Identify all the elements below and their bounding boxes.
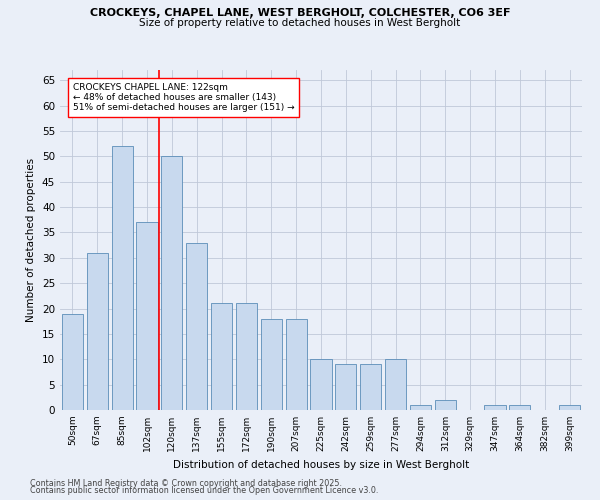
- Bar: [286, 318, 307, 410]
- Bar: [310, 360, 332, 410]
- Bar: [112, 146, 133, 410]
- Text: Contains public sector information licensed under the Open Government Licence v3: Contains public sector information licen…: [30, 486, 379, 495]
- Text: Size of property relative to detached houses in West Bergholt: Size of property relative to detached ho…: [139, 18, 461, 28]
- Bar: [236, 304, 257, 410]
- Bar: [509, 405, 530, 410]
- Bar: [410, 405, 431, 410]
- Bar: [161, 156, 182, 410]
- Text: CROCKEYS CHAPEL LANE: 122sqm
← 48% of detached houses are smaller (143)
51% of s: CROCKEYS CHAPEL LANE: 122sqm ← 48% of de…: [73, 82, 295, 112]
- Bar: [186, 242, 207, 410]
- Bar: [559, 405, 580, 410]
- Bar: [136, 222, 158, 410]
- Bar: [62, 314, 83, 410]
- Bar: [87, 252, 108, 410]
- Text: Contains HM Land Registry data © Crown copyright and database right 2025.: Contains HM Land Registry data © Crown c…: [30, 478, 342, 488]
- Bar: [435, 400, 456, 410]
- Bar: [385, 360, 406, 410]
- Bar: [484, 405, 506, 410]
- Y-axis label: Number of detached properties: Number of detached properties: [26, 158, 37, 322]
- Bar: [261, 318, 282, 410]
- Bar: [335, 364, 356, 410]
- Bar: [360, 364, 381, 410]
- X-axis label: Distribution of detached houses by size in West Bergholt: Distribution of detached houses by size …: [173, 460, 469, 469]
- Text: CROCKEYS, CHAPEL LANE, WEST BERGHOLT, COLCHESTER, CO6 3EF: CROCKEYS, CHAPEL LANE, WEST BERGHOLT, CO…: [90, 8, 510, 18]
- Bar: [211, 304, 232, 410]
